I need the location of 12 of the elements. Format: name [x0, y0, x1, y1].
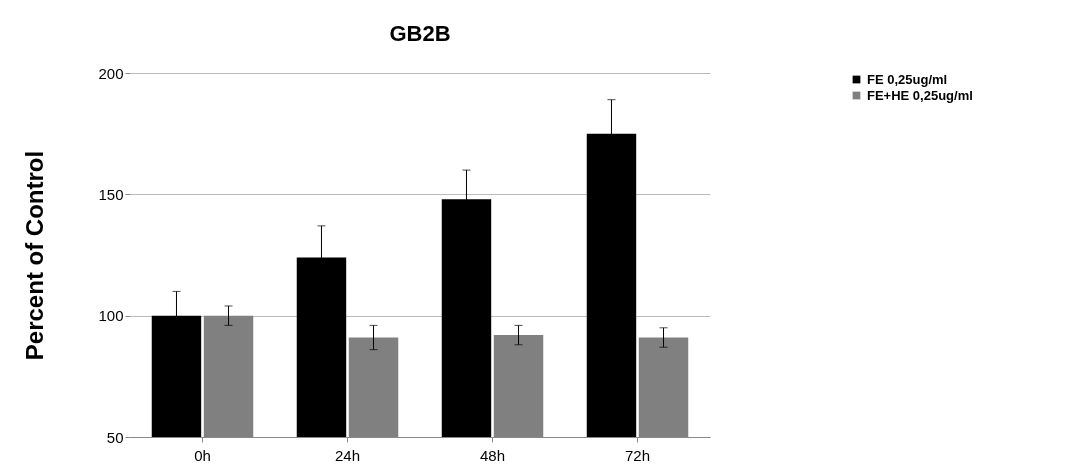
y-tick-label: 50 [106, 428, 124, 446]
x-tick-label: 48h [479, 446, 506, 464]
y-axis-title: Percent of Control [21, 150, 49, 361]
y-tick-label: 100 [98, 307, 124, 325]
legend-label: FE 0,25ug/ml [867, 71, 948, 87]
y-tick-label: 150 [98, 185, 124, 203]
x-tick-label: 0h [194, 446, 211, 464]
x-tick-label: 24h [334, 446, 361, 464]
legend-label: FE+HE 0,25ug/ml [867, 87, 973, 103]
x-tick-label: 72h [624, 446, 651, 464]
y-tick-label: 200 [98, 64, 124, 82]
chart-title: GB2B [389, 21, 451, 46]
